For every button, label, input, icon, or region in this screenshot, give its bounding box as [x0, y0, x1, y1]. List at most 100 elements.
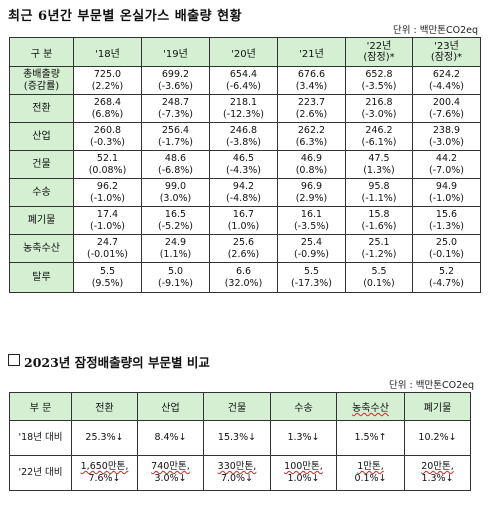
cell-value: 46.5: [232, 152, 255, 164]
cell-change: (-1.2%): [361, 248, 397, 260]
cell-change: (-3.5%): [361, 80, 397, 92]
page-title: 최근 6년간 부문별 온실가스 배출량 현황: [8, 9, 243, 24]
cell-value: 248.7: [161, 96, 190, 108]
table-cell: 25.6 (2.6%): [209, 234, 278, 263]
cell-change: (-6.4%): [226, 80, 261, 92]
table-cell: 624.2 (-4.4%): [412, 66, 481, 95]
cell-change: 7.0%↓: [220, 473, 254, 484]
table-cell: 15.6 (-1.3%): [412, 206, 481, 235]
table-cell: 260.8 (-0.3%): [73, 122, 142, 151]
cell-change: (2.2%): [91, 80, 124, 92]
table-cell: 248.7 (-7.3%): [141, 94, 210, 123]
table-row: 폐기물 17.4 (-1.0%) 16.5 (-5.2%) 16.7 (1.0%) 16.1(…: [9, 206, 481, 235]
table-cell: 740만톤, 3.0%↓: [137, 455, 204, 491]
cell-value: 218.1: [229, 96, 258, 108]
table-row: '18년 대비 25.3%↓ 8.4%↓ 15.3%↓ 1.3%↓ 1.5%↑ 10.2%↓: [9, 420, 471, 456]
cell-change: (2.6%): [227, 248, 260, 260]
header-2023: '23년 (잠정)*: [412, 37, 481, 67]
cell-change: (6.8%): [91, 108, 124, 120]
table-header-row: 구 분 '18년 '19년 '20년 '21년 '22년 (잠정)* '23년 …: [9, 37, 481, 67]
cell-amount: 1,650만톤,: [80, 461, 129, 472]
cell-amount: 330만톤,: [217, 461, 257, 472]
header-building: 건물: [203, 392, 271, 421]
header-agriculture: 농축수산: [336, 392, 405, 421]
cell-value: 5.0: [167, 265, 184, 277]
cell-value: 5.5: [303, 265, 320, 277]
row-label: 폐기물: [9, 206, 74, 235]
cell-change: (0.1%): [363, 277, 395, 289]
cell-value: 95.8: [368, 180, 390, 192]
table-cell: 100만톤, 1.0%↓: [270, 455, 337, 491]
cell-change: 0.1%↓: [354, 473, 387, 484]
table-cell: 94.9 (-1.0%): [412, 178, 481, 207]
cell-change: (-1.0%): [90, 192, 125, 204]
table-cell: 10.2%↓: [404, 420, 471, 456]
table-cell: 5.5 (9.5%): [73, 262, 142, 293]
table-row: 산업 260.8 (-0.3%) 256.4 (-1.7%) 246.8 (-3.8%) 26…: [9, 122, 481, 151]
table-cell: 238.9 (-3.0%): [412, 122, 481, 151]
header-2021: '21년: [277, 37, 346, 67]
cell-change: (-3.0%): [429, 136, 464, 148]
table-cell: 725.0 (2.2%): [73, 66, 142, 95]
table-row: 농축수산 24.7 (-0.01%) 24.9 (1.1%) 25.6 (2.6%) 25.4…: [9, 234, 481, 263]
cell-value: 17.4: [96, 208, 119, 220]
cell-value: 624.2: [432, 68, 461, 80]
cell-value: 654.4: [229, 68, 258, 80]
table-cell: 24.7 (-0.01%): [73, 234, 142, 263]
table-row: '22년 대비 1,650만톤, 7.6%↓ 740만톤, 3.0%↓ 330만톤, 7.0…: [9, 455, 471, 491]
cell-change: (-5.2%): [158, 220, 193, 232]
cell-value: 216.8: [365, 96, 393, 108]
table-cell: 1.3%↓: [270, 420, 337, 456]
cell-change: (-1.0%): [429, 192, 464, 204]
table-cell: 15.8 (-1.6%): [345, 206, 413, 235]
table-cell: 15.3%↓: [203, 420, 271, 456]
cell-value: 48.6: [164, 152, 187, 164]
cell-change: (32.0%): [224, 277, 263, 289]
cell-change: (-4.7%): [429, 277, 464, 289]
header-industry: 산업: [137, 392, 204, 421]
cell-value: 94.2: [232, 180, 255, 192]
cell-value: 94.9: [435, 180, 458, 192]
row-label: 수송: [9, 178, 74, 207]
table-cell: 8.4%↓: [137, 420, 204, 456]
cell-amount: 1만톤,: [357, 461, 384, 472]
cell-change: (-0.9%): [294, 248, 329, 260]
cell-change: (-3.5%): [294, 220, 329, 232]
table-cell: 5.0 (-9.1%): [141, 262, 210, 293]
cell-value: 256.4: [161, 124, 190, 136]
cell-value: 246.8: [229, 124, 258, 136]
cell-change: (-7.0%): [429, 164, 464, 176]
cell-value: 15.6: [435, 208, 458, 220]
cell-change: (-1.0%): [90, 220, 125, 232]
table-cell: 1.5%↑: [336, 420, 405, 456]
table-cell: 6.6 (32.0%): [209, 262, 278, 293]
cell-change: (-6.8%): [158, 164, 193, 176]
cell-value: 238.9: [432, 124, 461, 136]
row-label: 전환: [9, 94, 74, 123]
checkbox-icon: [8, 354, 20, 366]
cell-value: 24.7: [96, 236, 119, 248]
cell-change: (-4.3%): [226, 164, 261, 176]
header-2019: '19년: [141, 37, 210, 67]
table-cell: 5.2 (-4.7%): [412, 262, 481, 293]
table-cell: 44.2 (-7.0%): [412, 150, 481, 179]
cell-value: 24.9: [164, 236, 187, 248]
cell-change: (2.6%): [295, 108, 328, 120]
table-row: 건물 52.1 (0.08%) 48.6 (-6.8%) 46.5 (-4.3%) 46.9(…: [9, 150, 481, 179]
cell-change: (3.4%): [295, 80, 328, 92]
cell-value: 699.2: [161, 68, 190, 80]
row-label: '22년 대비: [9, 455, 72, 491]
table-cell: 218.1 (-12.3%): [209, 94, 278, 123]
cell-value: 99.0: [164, 180, 187, 192]
table-cell: 96.2 (-1.0%): [73, 178, 142, 207]
table-cell: 330만톤, 7.0%↓: [203, 455, 271, 491]
cell-value: 47.5: [368, 152, 390, 164]
table-cell: 94.2 (-4.8%): [209, 178, 278, 207]
cell-value: 246.2: [365, 124, 393, 136]
cell-value: 652.8: [365, 68, 393, 80]
cell-change: (-12.3%): [222, 108, 265, 120]
table-row: 총배출량 (증감률) 725.0 (2.2%) 699.2 (-3.6%) 654.4 (-…: [9, 66, 481, 95]
cell-value: 16.5: [164, 208, 187, 220]
cell-value: 25.6: [232, 236, 255, 248]
header-sector: 부 문: [9, 392, 72, 421]
